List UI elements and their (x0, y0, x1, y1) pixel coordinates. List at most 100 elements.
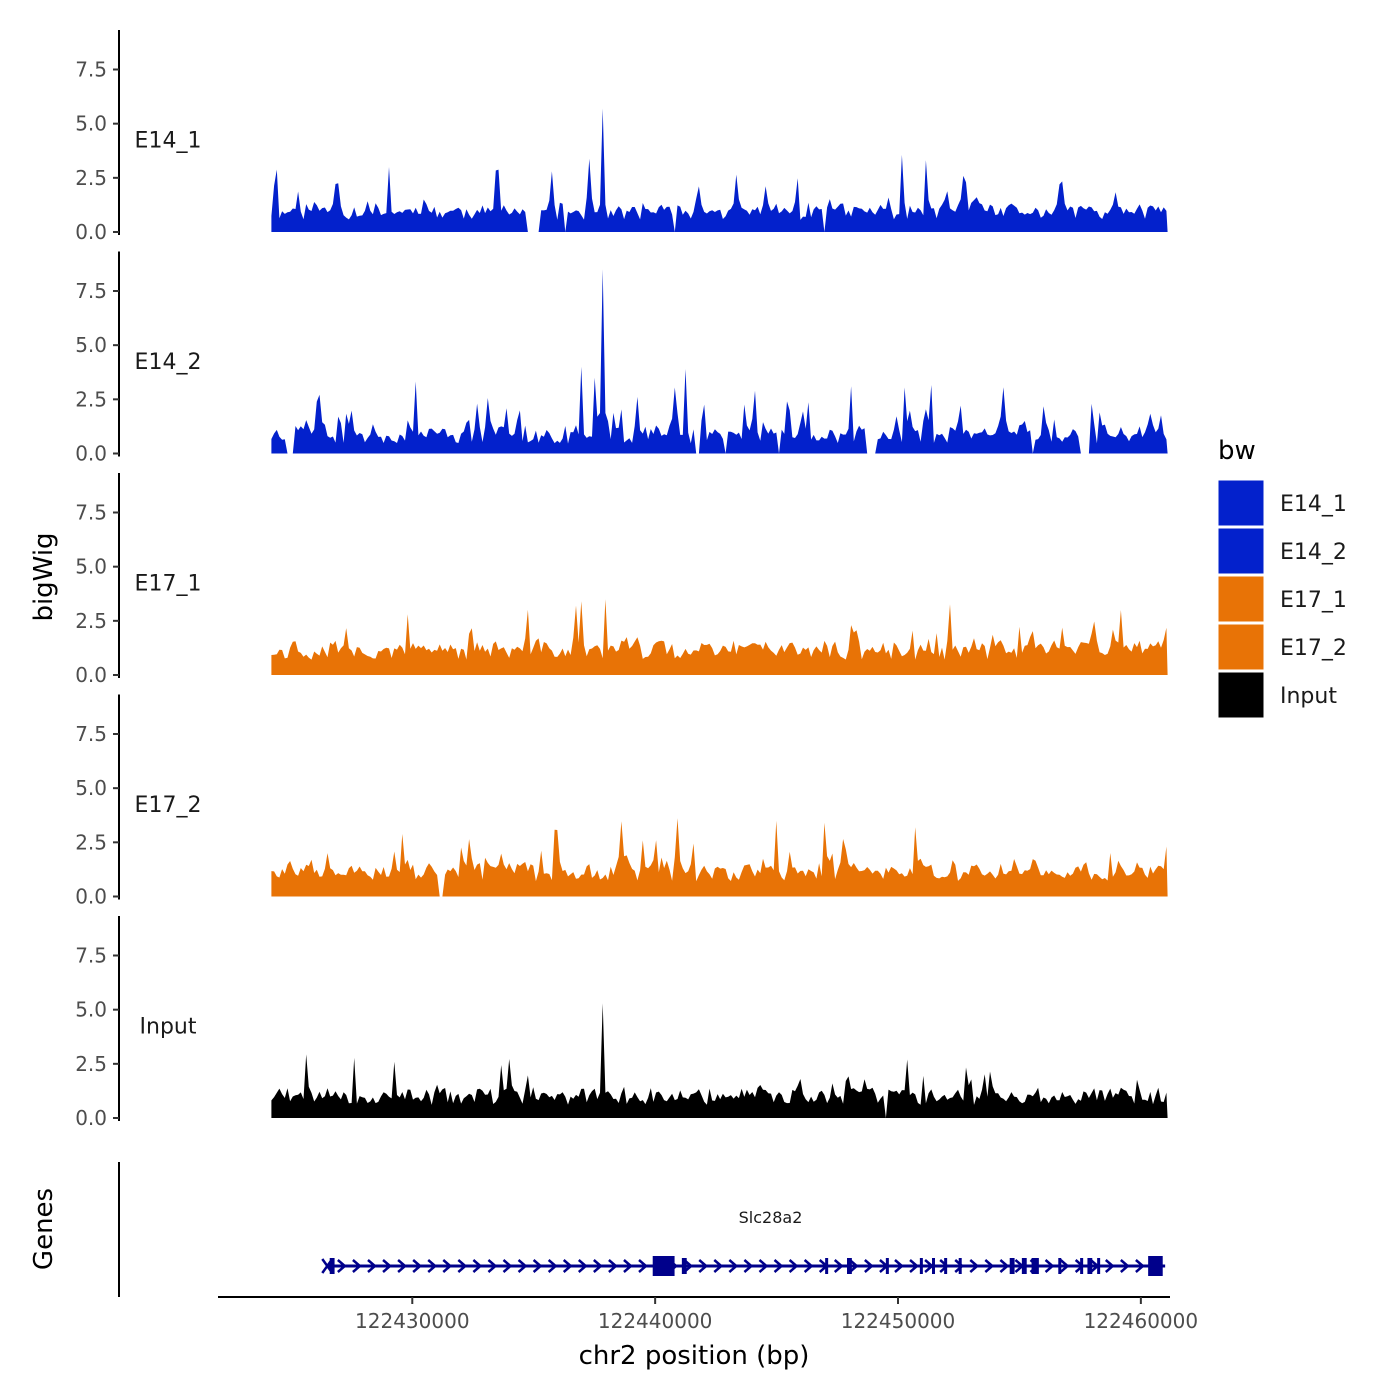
legend-swatch-E14_1 (1217, 479, 1265, 527)
strand-arrow (713, 1259, 724, 1273)
strand-arrow (472, 1259, 483, 1273)
y-tick-label: 2.5 (75, 1052, 107, 1076)
y-tick-label: 0.0 (75, 442, 107, 466)
signal-area-E14_2 (271, 269, 1168, 454)
gene-exon (919, 1258, 923, 1274)
y-tick-label: 2.5 (75, 387, 107, 411)
legend-title: bw (1218, 436, 1256, 466)
y-tick-label: 7.5 (75, 722, 107, 746)
strand-arrow (939, 1259, 950, 1273)
y-tick-label: 5.0 (75, 333, 107, 357)
strand-arrow (788, 1259, 799, 1273)
strand-arrow (999, 1259, 1010, 1273)
track-label: E14_2 (135, 350, 202, 375)
y-tick-label: 7.5 (75, 944, 107, 968)
strand-arrow (412, 1259, 423, 1273)
strand-arrow (532, 1259, 543, 1273)
x-axis: 122430000 122440000 122450000 122460000 (218, 1296, 1199, 1333)
strand-arrow (577, 1259, 588, 1273)
legend-swatch-E14_2 (1217, 527, 1265, 575)
legend-label-E14_1: E14_1 (1280, 492, 1347, 517)
legend-label-E17_1: E17_1 (1280, 588, 1347, 613)
gene-exon (825, 1258, 829, 1274)
y-tick-label: 2.5 (75, 830, 107, 854)
x-axis-title: chr2 position (bp) (579, 1341, 810, 1371)
strand-arrow (638, 1259, 648, 1273)
genes-track-title: Genes (29, 1188, 59, 1270)
strand-arrow (984, 1259, 995, 1273)
strand-arrow (608, 1259, 618, 1273)
y-axis-title: bigWig (29, 532, 59, 621)
gene-exon (1097, 1258, 1101, 1274)
genes-track: Genes Slc28a2 (29, 1162, 1166, 1297)
y-tick-label: 5.0 (75, 998, 107, 1022)
y-tick-label: 0.0 (75, 220, 107, 244)
track-label: Input (140, 1015, 197, 1040)
x-tick-label: 122450000 (841, 1309, 956, 1333)
strand-arrow (487, 1259, 498, 1273)
y-tick-label: 0.0 (75, 663, 107, 687)
strand-arrow (743, 1259, 754, 1273)
strand-arrow (833, 1259, 844, 1273)
strand-arrow (848, 1259, 859, 1273)
x-tick-label: 122430000 (355, 1309, 470, 1333)
gene-exon (1080, 1258, 1084, 1274)
strand-arrow (803, 1259, 814, 1273)
legend-swatch-E17_2 (1217, 623, 1265, 671)
track-label: E17_1 (135, 572, 202, 597)
strand-arrow (457, 1259, 468, 1273)
gene-exon (1058, 1258, 1062, 1274)
track-label: E17_2 (135, 793, 202, 818)
y-tick-label: 7.5 (75, 501, 107, 525)
gene-exon (1087, 1258, 1093, 1274)
gene-exon (329, 1258, 335, 1274)
strand-arrow (773, 1259, 784, 1273)
y-tick-label: 0.0 (75, 885, 107, 909)
gene-exon (1021, 1258, 1027, 1274)
strand-arrow (593, 1259, 603, 1273)
y-tick-label: 2.5 (75, 609, 107, 633)
strand-arrow (502, 1259, 513, 1273)
strand-arrow (547, 1259, 558, 1273)
strand-arrow (397, 1259, 408, 1273)
y-tick-label: 7.5 (75, 58, 107, 82)
gene-exon (932, 1258, 935, 1274)
strand-arrow (337, 1259, 347, 1273)
strand-arrow (1059, 1259, 1070, 1273)
track-label: E14_1 (135, 129, 202, 154)
legend-swatch-E17_1 (1217, 575, 1265, 623)
y-tick-label: 0.0 (75, 1106, 107, 1130)
gene-exon (944, 1258, 948, 1274)
signal-area-E17_2 (271, 818, 1168, 897)
strand-arrow (1044, 1259, 1055, 1273)
x-tick-label: 122440000 (598, 1309, 713, 1333)
legend-swatch-Input (1217, 671, 1265, 719)
strand-arrow (1135, 1259, 1145, 1273)
gene-model (321, 1256, 1166, 1276)
y-tick-label: 5.0 (75, 776, 107, 800)
signal-area-Input (271, 1003, 1168, 1118)
y-tick-label: 5.0 (75, 112, 107, 136)
strand-arrow (517, 1259, 528, 1273)
gene-exon (885, 1258, 889, 1274)
gene-exon (847, 1258, 852, 1274)
gene-label: Slc28a2 (739, 1208, 803, 1227)
track-E17_1: 0.0 2.5 5.0 7.5 E17_1 (75, 473, 1168, 687)
legend: bw E14_1 E14_2 E17_1 E17_2 Input (1217, 436, 1347, 719)
strand-arrow (427, 1259, 438, 1273)
legend-label-Input: Input (1280, 684, 1337, 709)
gene-exon (1009, 1258, 1015, 1274)
strand-arrow (382, 1259, 392, 1273)
strand-arrow (698, 1259, 709, 1273)
strand-arrow (623, 1259, 633, 1273)
y-tick-label: 2.5 (75, 166, 107, 190)
strand-arrow (352, 1259, 362, 1273)
gene-exon (652, 1256, 675, 1276)
gene-start-marker (321, 1258, 334, 1274)
x-tick-label: 122460000 (1084, 1309, 1199, 1333)
gene-exon (958, 1258, 962, 1274)
strand-arrow (1104, 1259, 1115, 1273)
strand-arrow (864, 1259, 874, 1273)
strand-arrow (894, 1259, 904, 1273)
strand-arrow (758, 1259, 769, 1273)
